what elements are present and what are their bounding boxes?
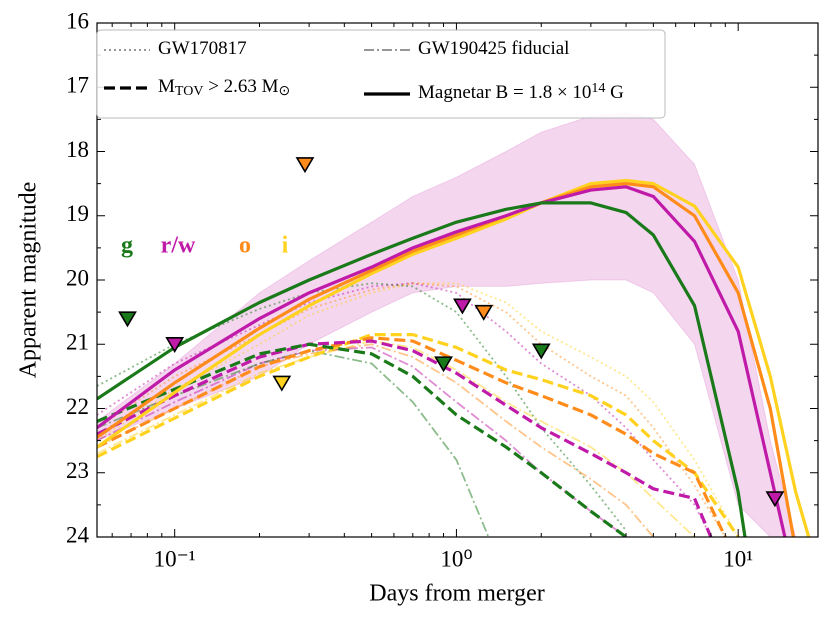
band-label: o [239,233,251,259]
line [97,336,727,537]
line [97,185,787,537]
upper-limit-marker [474,304,494,321]
legend-label: Magnetar B = 1.8 × 1014 G [418,81,624,104]
legend-label-part: GW190425 fiducial [418,38,569,59]
legend-label-part: M [158,76,175,97]
upper-limit-marker [434,356,453,373]
legend-label-part: ⊙ [279,84,291,99]
plot-area [97,112,797,537]
legend-label: GW190425 fiducial [418,38,569,59]
upper-limit-marker [165,337,185,354]
line [97,339,713,537]
line [97,333,740,537]
legend-box [96,29,666,119]
y-tick-label: 16 [66,8,89,33]
line [97,340,696,537]
legend-label-part: Magnetar B = 1.8 × 10 [418,82,591,103]
upper-limit-marker [453,298,472,315]
y-tick-label: 20 [66,265,89,290]
line [97,282,739,537]
axes: 16 17 18 19 20 21 22 23 24 10⁻¹ 10⁰ 10¹ [66,8,819,571]
x-tick-label: 10¹ [723,546,753,571]
y-tick-label: 19 [66,201,89,226]
line [97,201,747,537]
y-tick-label: 17 [66,73,89,98]
y-tick-label: 22 [66,394,89,419]
legend-label-part: GW170817 [158,38,247,59]
upper-limit-marker [765,491,785,508]
band-label: g [121,233,133,259]
y-tick-label: 18 [66,137,89,162]
upper-limit-marker [118,311,137,328]
y-tick-label: 24 [66,522,90,547]
legend-label: MTOV > 2.63 M⊙ [158,76,290,99]
upper-limit-marker [295,157,315,174]
y-tick-label: 23 [66,458,89,483]
legend-label-part: > 2.63 M [203,76,278,97]
lines [97,178,811,537]
shaded-band [97,112,797,537]
y-tick-label: 21 [66,330,89,355]
upper-limit-marker [531,343,551,360]
line [97,282,627,532]
legend-label-part: TOV [175,84,204,99]
x-axis-label: Days from merger [369,581,545,607]
line [97,342,628,537]
legend-label-part: 14 [591,81,605,96]
x-tick-label: 10⁻¹ [154,546,196,571]
upper-limit-marker [272,375,292,392]
band-label: i [282,233,289,259]
legend-label-part: G [605,82,624,103]
band-label: r/w [161,233,196,259]
legend-label: GW170817 [158,38,247,59]
x-tick-label: 10⁰ [440,546,472,571]
line [97,282,712,537]
y-axis-label: Apparent magnitude [16,182,42,379]
